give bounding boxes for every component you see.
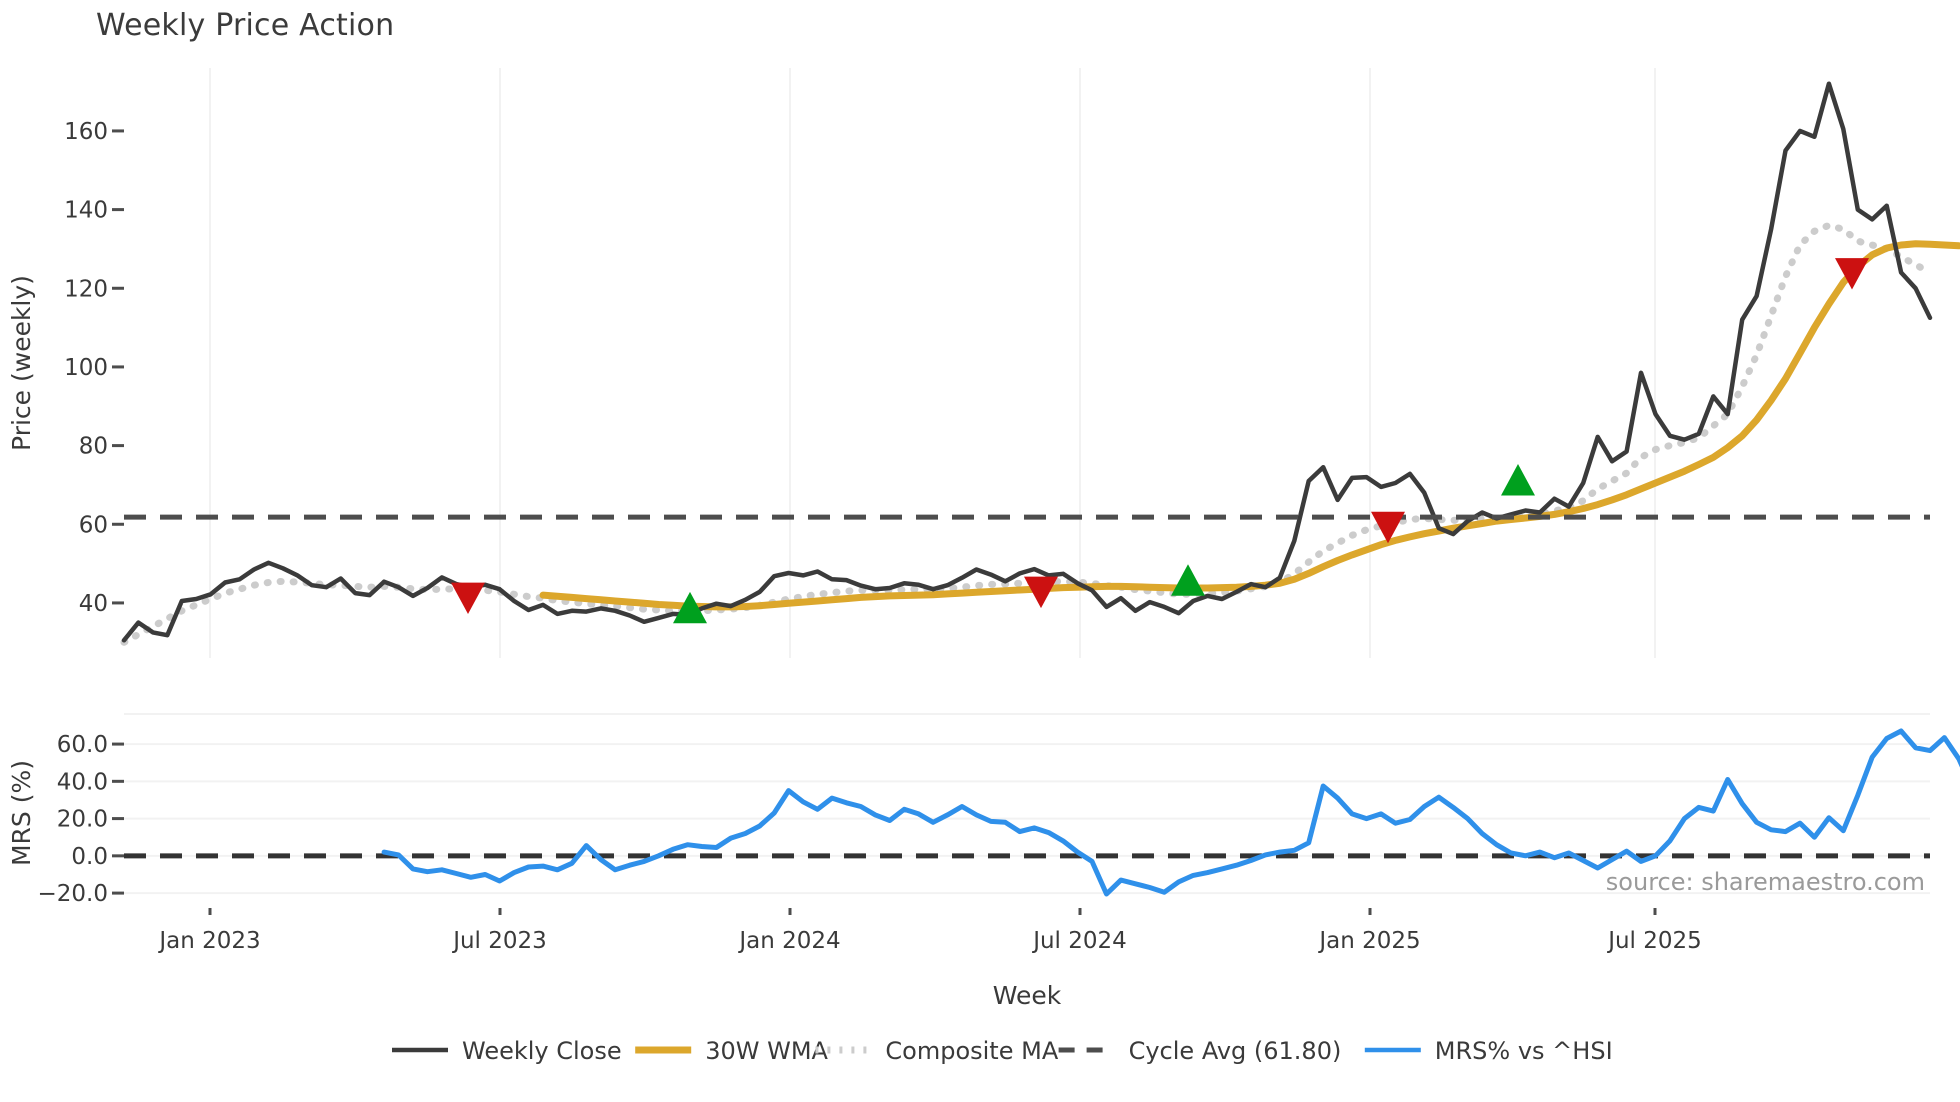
mrs-ytick-0: −20.0 bbox=[38, 881, 108, 907]
mrs-ytick-3: 40.0 bbox=[57, 769, 108, 795]
legend-label-2: Composite MA bbox=[885, 1037, 1058, 1065]
xtick-3: Jul 2024 bbox=[1031, 928, 1127, 954]
legend-label-4: MRS% vs ^HSI bbox=[1435, 1037, 1613, 1065]
price-ytick-100: 100 bbox=[64, 355, 108, 381]
price-ytick-80: 80 bbox=[79, 434, 108, 460]
sell-marker-4[interactable] bbox=[1371, 511, 1405, 544]
xtick-5: Jul 2025 bbox=[1606, 928, 1702, 954]
buy-marker-1[interactable] bbox=[673, 591, 707, 624]
mrs-ytick-4: 60.0 bbox=[57, 732, 108, 758]
price-axis-title: Price (weekly) bbox=[7, 275, 36, 451]
xtick-4: Jan 2025 bbox=[1317, 928, 1420, 954]
price-ytick-60: 60 bbox=[79, 512, 108, 538]
buy-marker-5[interactable] bbox=[1501, 464, 1535, 496]
sell-marker-2[interactable] bbox=[1024, 576, 1058, 609]
weekly-close-line bbox=[121, 81, 1933, 643]
xtick-1: Jul 2023 bbox=[451, 928, 547, 954]
mrs-axis-title: MRS (%) bbox=[7, 760, 36, 866]
legend-label-3: Cycle Avg (61.80) bbox=[1129, 1037, 1342, 1065]
xtick-2: Jan 2024 bbox=[737, 928, 840, 954]
sell-marker-6[interactable] bbox=[1835, 258, 1869, 290]
legend-label-0: Weekly Close bbox=[462, 1037, 622, 1065]
x-axis-title: Week bbox=[993, 981, 1062, 1010]
price-ytick-120: 120 bbox=[64, 276, 108, 302]
source-watermark: source: sharemaestro.com bbox=[1606, 868, 1925, 896]
mrs-ytick-1: 0.0 bbox=[71, 844, 108, 870]
price-ytick-40: 40 bbox=[79, 591, 108, 617]
wma-line bbox=[539, 240, 1960, 611]
buy-marker-3[interactable] bbox=[1171, 564, 1205, 596]
mrs-ytick-2: 20.0 bbox=[57, 807, 108, 833]
legend-label-1: 30W WMA bbox=[705, 1037, 828, 1065]
sell-marker-0[interactable] bbox=[451, 582, 485, 615]
price-ytick-160: 160 bbox=[64, 119, 108, 145]
xtick-0: Jan 2023 bbox=[157, 928, 260, 954]
page-title: Weekly Price Action bbox=[96, 8, 395, 43]
price-ytick-140: 140 bbox=[64, 198, 108, 224]
mrs-line bbox=[381, 728, 1960, 897]
